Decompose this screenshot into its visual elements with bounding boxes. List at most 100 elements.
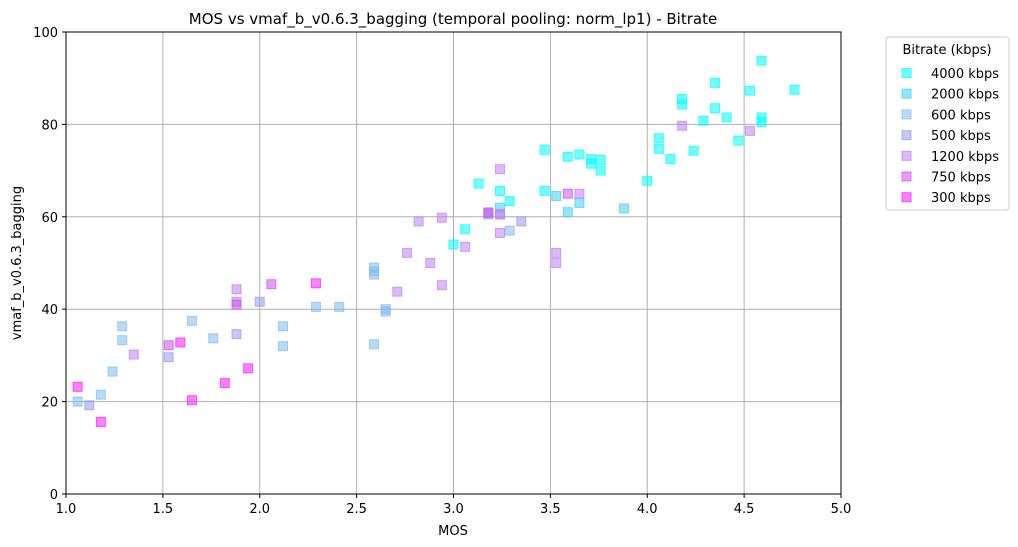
data-point — [266, 279, 277, 290]
data-point — [243, 363, 254, 374]
data-point — [84, 400, 95, 411]
y-tick-label: 60 — [41, 211, 58, 226]
legend-marker — [901, 171, 912, 182]
data-point — [756, 117, 767, 128]
data-point — [721, 112, 732, 123]
data-point — [539, 144, 550, 155]
legend-marker — [901, 68, 912, 78]
legend-label: 750 kbps — [931, 171, 991, 186]
data-point — [117, 321, 128, 332]
data-point — [448, 239, 459, 250]
data-point — [562, 151, 573, 162]
data-point — [413, 216, 424, 227]
data-point — [186, 395, 197, 406]
data-point — [551, 191, 562, 202]
x-tick-label: 4.0 — [637, 502, 658, 517]
data-point — [436, 212, 447, 223]
x-tick-label: 4.5 — [734, 502, 755, 517]
data-point — [460, 241, 471, 252]
data-point — [504, 196, 515, 207]
legend-label: 1200 kbps — [931, 150, 999, 165]
data-point — [495, 164, 505, 175]
legend-label: 300 kbps — [931, 191, 991, 206]
data-point — [595, 154, 606, 165]
x-tick-label: 3.0 — [443, 502, 464, 517]
legend-marker — [901, 192, 912, 203]
data-point — [733, 135, 744, 146]
legend-label: 4000 kbps — [931, 67, 999, 82]
x-tick-label: 2.5 — [346, 502, 367, 517]
legend-frame — [885, 36, 1010, 211]
axis-ticks: 1.0 1.5 2.0 2.5 3.0 3.5 4.0 4.5 5.0 0 20 40 60 80 100 — [33, 26, 851, 517]
data-point — [128, 349, 139, 360]
x-tick-label: 1.5 — [153, 502, 174, 517]
data-point — [495, 227, 505, 238]
data-point — [539, 185, 550, 196]
legend: Bitrate (kbps) 4000 kbps 2000 kbps 600 kbp… — [885, 36, 1010, 211]
legend-marker — [901, 130, 912, 141]
data-point — [789, 84, 800, 95]
legend-title: Bitrate (kbps) — [902, 43, 991, 58]
data-point — [402, 247, 412, 258]
grid-lines — [65, 31, 842, 495]
y-axis-title: vmaf_b_v0.6.3_bagging — [10, 186, 25, 340]
data-point — [231, 299, 242, 310]
data-point — [163, 352, 174, 363]
data-point — [392, 286, 403, 297]
data-point — [516, 216, 527, 227]
data-point — [380, 306, 391, 317]
data-point — [595, 165, 606, 176]
x-axis-title: MOS — [438, 524, 468, 539]
data-point — [72, 381, 83, 392]
data-point — [107, 366, 118, 377]
data-points — [72, 55, 800, 427]
data-point — [483, 208, 494, 219]
data-point — [698, 115, 709, 126]
data-point — [310, 301, 321, 312]
data-point — [495, 209, 505, 220]
data-point — [163, 340, 174, 351]
legend-marker — [901, 150, 912, 161]
data-point — [677, 120, 688, 131]
data-point — [231, 329, 242, 340]
data-point — [95, 389, 106, 400]
data-point — [72, 396, 83, 407]
data-point — [504, 225, 515, 236]
data-point — [574, 149, 585, 160]
y-tick-label: 80 — [41, 118, 58, 133]
data-point — [744, 125, 755, 136]
data-point — [310, 278, 321, 289]
data-point — [688, 145, 699, 156]
data-point — [334, 301, 345, 312]
data-point — [436, 280, 447, 291]
data-point — [369, 339, 380, 350]
x-tick-label: 1.0 — [56, 502, 77, 517]
data-point — [369, 266, 380, 277]
data-point — [278, 341, 288, 352]
data-point — [744, 85, 755, 96]
data-point — [208, 333, 219, 344]
data-point — [586, 158, 597, 169]
data-point — [710, 103, 721, 114]
data-point — [574, 188, 585, 199]
data-point — [186, 315, 197, 326]
data-point — [642, 175, 653, 186]
data-point — [254, 296, 265, 307]
data-point — [653, 133, 664, 144]
legend-marker — [901, 88, 912, 99]
data-point — [460, 224, 471, 235]
data-point — [551, 258, 562, 268]
data-point — [653, 143, 664, 154]
data-point — [95, 416, 106, 427]
data-point — [562, 188, 573, 199]
data-point — [562, 207, 573, 218]
data-point — [231, 284, 242, 295]
y-tick-label: 0 — [50, 488, 58, 503]
data-point — [219, 378, 230, 389]
y-tick-label: 100 — [33, 26, 58, 41]
data-point — [473, 178, 484, 189]
data-point — [278, 321, 288, 332]
data-point — [551, 247, 562, 258]
data-point — [756, 55, 767, 66]
